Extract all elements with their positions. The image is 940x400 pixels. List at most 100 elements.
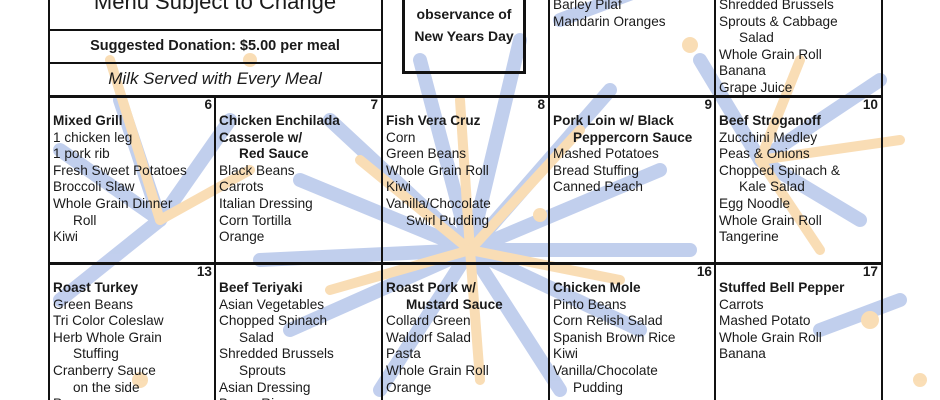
day-cell: 6 Mixed Grill 1 chicken leg 1 pork rib Fresh…	[50, 97, 215, 262]
menu-item: Swirl Pudding	[406, 212, 490, 228]
menu-item: Zucchini Medley	[719, 129, 818, 145]
menu-item: Pasta	[386, 346, 421, 362]
menu-item: Collard Green	[386, 313, 471, 329]
day-number: 10	[862, 97, 878, 112]
menu-item: Cranberry Sauce	[53, 362, 156, 378]
menu-item: Whole Grain Roll	[386, 162, 489, 178]
menu-item: Sprouts & Cabbage	[719, 13, 838, 29]
entree-item: Chicken Mole	[553, 280, 641, 295]
day-cell: Shredded Brussels Sprouts & Cabbage Salad W…	[716, 0, 881, 95]
menu-item: Tangerine	[719, 229, 779, 245]
menu-item: Whole Grain Roll	[719, 329, 822, 345]
menu-item: Egg Noodle	[719, 195, 791, 211]
menu-item: Shredded Brussels	[219, 346, 334, 362]
day-number: 17	[862, 264, 878, 279]
day-cell: Barley Pilaf Mandarin Oranges	[550, 0, 715, 95]
entree-item: Pork Loin w/ Black	[553, 113, 674, 128]
menu-item: Vanilla/Chocolate	[386, 195, 491, 211]
day-cell: 8 Fish Vera Cruz Corn Green Beans Whole Grai…	[383, 97, 548, 262]
menu-item: Kale Salad	[739, 179, 805, 195]
entree-item: Roast Pork w/	[386, 280, 476, 295]
menu-item: Orange	[386, 379, 432, 395]
entree-item: Mustard Sauce	[406, 296, 503, 312]
menu-item: Corn Relish Salad	[553, 313, 663, 329]
menu-item: Barley Pilaf	[553, 0, 622, 12]
menu-item: Salad	[739, 30, 774, 46]
milk-note: Milk Served with Every Meal	[108, 71, 322, 88]
menu-item: Carrots	[219, 179, 264, 195]
menu-item: Mashed Potato	[719, 313, 811, 329]
menu-item: 1 chicken leg	[53, 129, 133, 145]
entree-item: Stuffed Bell Pepper	[719, 280, 845, 295]
menu-item: Black Beans	[219, 162, 295, 178]
menu-item: Sprouts	[239, 362, 286, 378]
menu-item: Herb Whole Grain	[53, 329, 162, 345]
day-number: 6	[204, 97, 212, 112]
menu-item: Kiwi	[553, 346, 578, 362]
menu-item: Pinto Beans	[553, 296, 627, 312]
menu-item: Kiwi	[53, 229, 78, 245]
menu-item: Waldorf Salad	[386, 329, 471, 345]
menu-subject-title: Menu Subject to Change	[93, 0, 337, 14]
entree-item: Mixed Grill	[53, 113, 123, 128]
day-cell: 7 Chicken Enchilada Casserole w/Red Sauce B…	[216, 97, 381, 262]
entree-item: Fish Vera Cruz	[386, 113, 481, 128]
menu-item: Green Beans	[386, 146, 467, 162]
day-number: 16	[696, 264, 712, 279]
day-number: 9	[704, 97, 712, 112]
day-cell: Beef Teriyaki Asian Vegetables Chopped Spi…	[216, 264, 381, 400]
menu-item: Banana	[719, 63, 766, 79]
menu-item: Whole Grain Dinner	[53, 195, 173, 211]
entree-item: Chicken Enchilada	[219, 113, 340, 128]
holiday-notice-box: observance of New Years Day	[402, 0, 526, 74]
day-cell: 17 Stuffed Bell Pepper Carrots Mashed Potat…	[716, 264, 881, 400]
menu-item: Carrots	[719, 296, 764, 312]
menu-item: Whole Grain Roll	[719, 212, 822, 228]
menu-item: Orange	[219, 229, 265, 245]
menu-item: on the side	[73, 379, 140, 395]
menu-item: Tri Color Coleslaw	[53, 313, 164, 329]
menu-item: Spanish Brown Rice	[553, 329, 676, 345]
menu-item: Brown Rice	[219, 396, 378, 400]
menu-item: Salad	[239, 329, 274, 345]
menu-item: Vanilla/Chocolate	[553, 362, 658, 378]
menu-item: Pear	[53, 396, 212, 400]
menu-item: Green Beans	[53, 296, 134, 312]
menu-item: Whole Grain Roll	[719, 46, 822, 62]
menu-item: Chopped Spinach	[219, 313, 328, 329]
menu-item: Mandarin Oranges	[553, 13, 666, 29]
menu-item: Corn	[386, 129, 416, 145]
menu-item: Whole Grain Roll	[386, 362, 489, 378]
holiday-line: New Years Day	[414, 28, 514, 44]
menu-item: Canned Peach	[553, 179, 643, 195]
day-cell: 9 Pork Loin w/ Black Peppercorn Sauce Mashe…	[550, 97, 715, 262]
day-cell: 10 Beef Stroganoff Zucchini Medley Peas & O…	[716, 97, 881, 262]
day-number: 13	[196, 264, 212, 279]
day-cell: 16 Chicken Mole Pinto Beans Corn Relish Sal…	[550, 264, 715, 400]
entree-item: Beef Teriyaki	[219, 280, 303, 295]
menu-item: Mashed Potatoes	[553, 146, 659, 162]
menu-item: Kiwi	[386, 179, 411, 195]
entree-item: Beef Stroganoff	[719, 113, 821, 128]
day-cell: Roast Pork w/Mustard Sauce Collard Green W…	[383, 264, 548, 400]
menu-item: 1 pork rib	[53, 146, 110, 162]
menu-item: Asian Vegetables	[219, 296, 325, 312]
menu-item: Grape Juice	[719, 79, 793, 95]
menu-item: Pudding	[573, 379, 623, 395]
holiday-line: observance of	[416, 6, 512, 22]
menu-item: Shredded Brussels	[719, 0, 834, 12]
menu-item: Italian Dressing	[219, 195, 313, 211]
day-cell: 13 Roast Turkey Green Beans Tri Color Coles…	[50, 264, 215, 400]
entree-item: Roast Turkey	[53, 280, 139, 295]
donation-text: Suggested Donation: $5.00 per meal	[90, 38, 340, 54]
menu-item: Chopped Spinach &	[719, 162, 840, 178]
entree-item: Peppercorn Sauce	[573, 129, 693, 145]
day-number: 8	[537, 97, 545, 112]
menu-item: Broccoli Slaw	[53, 179, 135, 195]
menu-item: Stuffing	[73, 346, 119, 362]
menu-item: Peas & Onions	[719, 146, 810, 162]
menu-item: Corn Tortilla	[219, 212, 292, 228]
menu-item: Banana	[719, 346, 766, 362]
entree-item: Casserole w/	[219, 129, 303, 145]
day-number: 7	[370, 97, 378, 112]
